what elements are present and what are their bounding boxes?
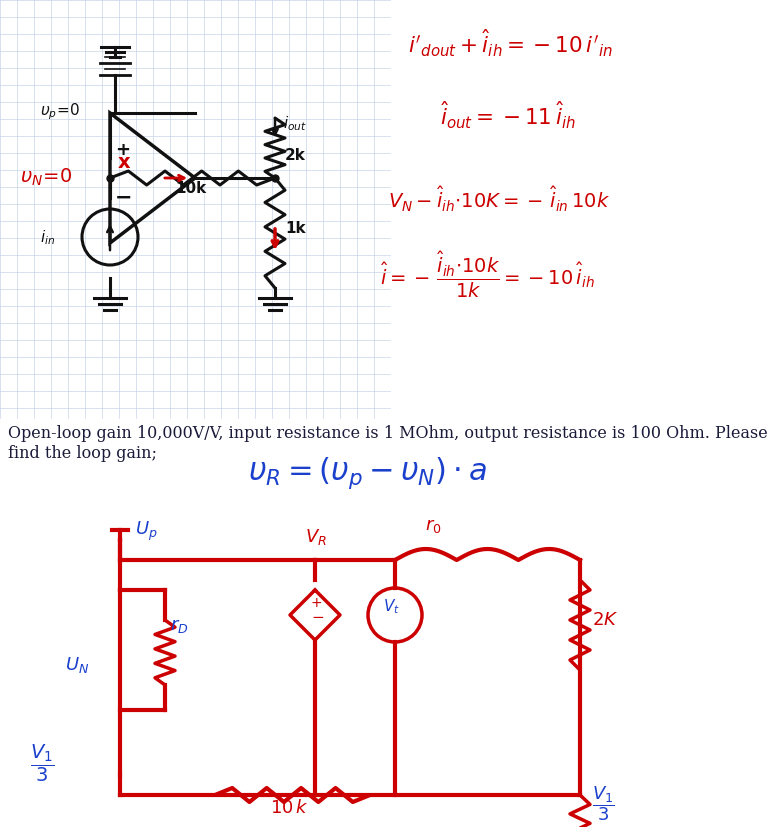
Text: −: − — [311, 609, 324, 624]
Text: $2K$: $2K$ — [592, 611, 619, 629]
Text: $\upsilon_R = (\upsilon_p - \upsilon_N)\cdot a$: $\upsilon_R = (\upsilon_p - \upsilon_N)\… — [248, 455, 487, 491]
Text: +: + — [115, 141, 130, 159]
Text: $V_t$: $V_t$ — [383, 597, 400, 615]
Text: $U_p$: $U_p$ — [135, 520, 158, 543]
Text: Open-loop gain 10,000V/V, input resistance is 1 MOhm, output resistance is 100 O: Open-loop gain 10,000V/V, input resistan… — [8, 425, 768, 442]
Text: find the loop gain;: find the loop gain; — [8, 445, 157, 462]
Text: $r_0$: $r_0$ — [425, 517, 442, 535]
Text: −: − — [115, 188, 132, 208]
Text: $\upsilon_p\!=\!0$: $\upsilon_p\!=\!0$ — [40, 101, 80, 122]
Text: 10k: 10k — [175, 181, 206, 196]
Text: 2k: 2k — [285, 148, 306, 163]
Text: $U_N$: $U_N$ — [65, 655, 89, 675]
Text: $\dfrac{V_1}{3}$: $\dfrac{V_1}{3}$ — [592, 784, 615, 823]
Text: $\upsilon_N\!=\!0$: $\upsilon_N\!=\!0$ — [20, 167, 72, 189]
Text: $\mathit{\hat{i} = -\,\dfrac{\hat{i}_{ih}{\cdot}10k}{1k} = -10\,\hat{i}_{ih}}$: $\mathit{\hat{i} = -\,\dfrac{\hat{i}_{ih… — [380, 250, 594, 300]
Text: $\mathit{i'_{dout} + \hat{i}_{ih} = -10\,i'_{in}}$: $\mathit{i'_{dout} + \hat{i}_{ih} = -10\… — [408, 28, 613, 60]
Text: $\mathit{\hat{i}_{out} = -11\,\hat{i}_{ih}}$: $\mathit{\hat{i}_{out} = -11\,\hat{i}_{i… — [440, 100, 576, 131]
Text: x: x — [118, 153, 131, 172]
Text: $r_D$: $r_D$ — [170, 617, 188, 635]
Text: 1k: 1k — [285, 221, 306, 236]
Text: $\mathit{V_N - \hat{i}_{ih}{\cdot}10K = -\,\hat{i}_{in}\,10k}$: $\mathit{V_N - \hat{i}_{ih}{\cdot}10K = … — [388, 185, 610, 214]
Text: $V_R$: $V_R$ — [305, 527, 327, 547]
Text: $10\,k$: $10\,k$ — [270, 799, 309, 817]
Text: $\dfrac{V_1}{3}$: $\dfrac{V_1}{3}$ — [30, 743, 54, 784]
Text: +: + — [311, 596, 323, 610]
Text: $i_{out}$: $i_{out}$ — [283, 114, 307, 132]
Text: $i_{in}$: $i_{in}$ — [40, 228, 55, 246]
